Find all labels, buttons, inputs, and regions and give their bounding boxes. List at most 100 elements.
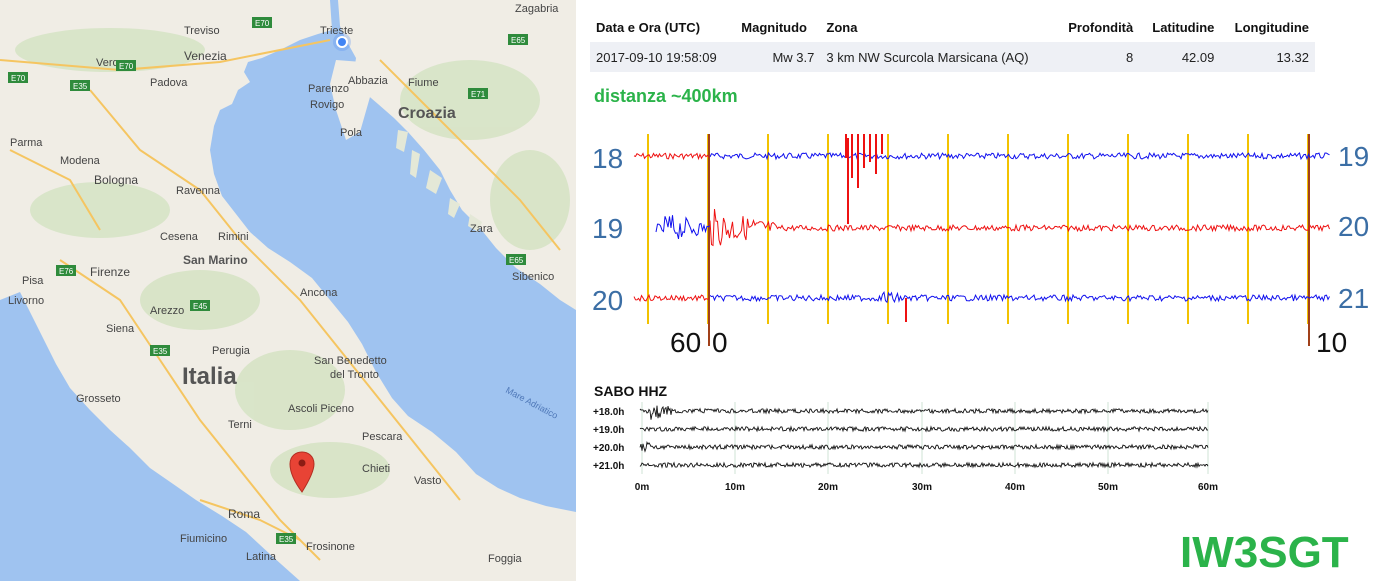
heli-row-label-3: +20.0h (593, 443, 624, 454)
map-label-zagabria: Zagabria (515, 3, 559, 15)
station-signature: IW3SGT (1180, 528, 1349, 577)
map-label-foggia: Foggia (488, 553, 523, 565)
cell-depth: 8 (1054, 42, 1140, 72)
map-label-rimini: Rimini (218, 231, 249, 243)
col-header-datetime: Data e Ora (UTC) (596, 19, 701, 35)
islands (396, 130, 482, 232)
map-label-firenze: Firenze (90, 265, 130, 279)
road-shield-e70b: E70 (119, 62, 134, 71)
road-shield-e70c: E70 (11, 74, 26, 83)
map-label-abbazia: Abbazia (348, 75, 389, 87)
row-label-left-1: 18 (592, 143, 623, 174)
time-label-10: 10 (1316, 327, 1347, 358)
road-shield-e76: E76 (59, 267, 74, 276)
heli-row-label-2: +19.0h (593, 425, 624, 436)
map-label-vasto: Vasto (414, 475, 441, 487)
trace-row1-blue (709, 151, 1330, 161)
map-label-ascoli: Ascoli Piceno (288, 403, 354, 415)
map-label-roma: Roma (228, 507, 260, 521)
map-label-parma: Parma (10, 137, 43, 149)
map-label-arezzo: Arezzo (150, 305, 184, 317)
road-shield-e35c: E35 (279, 535, 294, 544)
heli-tick-50m: 50m (1098, 482, 1118, 493)
istria (330, 60, 372, 140)
map-label-ancona: Ancona (300, 287, 338, 299)
road-network (0, 39, 561, 561)
helicorder-traces (639, 405, 1209, 469)
cell-latitude: 42.09 (1139, 42, 1221, 72)
map-label-del-tronto: del Tronto (330, 369, 379, 381)
road-shield-e65a: E65 (511, 36, 526, 45)
map-label-frosinone: Frosinone (306, 541, 355, 553)
map-label-zara: Zara (470, 223, 494, 235)
map-label-croazia: Croazia (398, 105, 456, 122)
heli-trace (639, 405, 1209, 420)
trace-row2-red (709, 208, 1330, 247)
seismogram-panel: 18 19 20 19 20 21 60 0 10 (592, 134, 1369, 358)
map-label-san-marino: San Marino (183, 253, 248, 267)
map-label-bologna: Bologna (94, 173, 138, 187)
map-label-parenzo: Parenzo (308, 83, 349, 95)
table-row[interactable]: 2017-09-10 19:58:09 Mw 3.7 3 km NW Scurc… (590, 42, 1315, 72)
map-label-chieti: Chieti (362, 463, 390, 475)
map-label-pescara: Pescara (362, 431, 403, 443)
map-label-grosseto: Grosseto (76, 393, 121, 405)
row-label-left-2: 19 (592, 213, 623, 244)
map-label-pisa: Pisa (22, 275, 44, 287)
road-shield-e35b: E35 (153, 347, 168, 356)
earthquake-location-map[interactable]: Trieste Zagabria Treviso Venezia Verona … (0, 0, 576, 581)
tyrrhenian-sea (0, 292, 300, 581)
map-label-cesena: Cesena (160, 231, 199, 243)
cell-datetime: 2017-09-10 19:58:09 (590, 42, 736, 72)
map-label-latina: Latina (246, 551, 277, 563)
road-shield-e71: E71 (471, 90, 486, 99)
epicenter-marker-pin[interactable] (289, 451, 315, 493)
current-location-dot[interactable] (336, 36, 348, 48)
map-label-trieste: Trieste (320, 25, 353, 37)
map-label-venezia: Venezia (184, 49, 227, 63)
terrain-shading (15, 28, 570, 498)
map-label-siena: Siena (106, 323, 135, 335)
trace-spike-cluster (845, 134, 883, 224)
map-label-san-benedetto: San Benedetto (314, 355, 387, 367)
earthquake-info-table: Data e Ora (UTC) Magnitudo Zona Profondi… (590, 12, 1315, 72)
row-label-right-3: 21 (1338, 283, 1369, 314)
helicorder-grid (641, 402, 1209, 474)
map-label-italia: Italia (182, 363, 237, 390)
table-header-row: Data e Ora (UTC) Magnitudo Zona Profondi… (590, 12, 1315, 42)
road-shield-e70a: E70 (255, 19, 270, 28)
row-label-right-2: 20 (1338, 211, 1369, 242)
col-header-longitude: Longitudine (1234, 19, 1309, 35)
heli-trace (639, 441, 1209, 453)
heli-tick-40m: 40m (1005, 482, 1025, 493)
time-label-60: 60 (670, 327, 701, 358)
road-shield-e45: E45 (193, 302, 208, 311)
map-label-rovigo: Rovigo (310, 99, 344, 111)
heli-row-label-1: +18.0h (593, 407, 624, 418)
map-label-modena: Modena (60, 155, 101, 167)
heli-row-label-4: +21.0h (593, 461, 624, 472)
trace-row2-blue (655, 215, 711, 240)
col-header-depth: Profondità (1068, 19, 1134, 35)
col-header-magnitude: Magnitudo (741, 19, 808, 35)
cell-longitude: 13.32 (1220, 42, 1315, 72)
heli-trace (639, 461, 1209, 469)
heli-tick-30m: 30m (912, 482, 932, 493)
map-label-fiumicino: Fiumicino (180, 533, 227, 545)
trace-row3-blue (709, 291, 1330, 304)
cell-magnitude: Mw 3.7 (735, 42, 821, 72)
heli-tick-20m: 20m (818, 482, 838, 493)
map-label-pola: Pola (340, 127, 363, 139)
helicorder-panel: SABO HHZ +18.0h +19.0h +20.0h +21.0h 0m … (593, 383, 1218, 493)
road-shield-e35a: E35 (73, 82, 88, 91)
helicorder-title: SABO HHZ (594, 383, 668, 399)
cell-zone: 3 km NW Scurcola Marsicana (AQ) (820, 42, 1055, 72)
map-label-livorno: Livorno (8, 295, 44, 307)
time-label-0: 0 (712, 327, 728, 358)
map-label-sibenico: Sibenico (512, 271, 554, 283)
map-label-fiume: Fiume (408, 77, 439, 89)
italy-landmass (0, 0, 576, 581)
row-label-left-3: 20 (592, 285, 623, 316)
map-label-terni: Terni (228, 419, 252, 431)
trace-row3-red (633, 293, 710, 303)
